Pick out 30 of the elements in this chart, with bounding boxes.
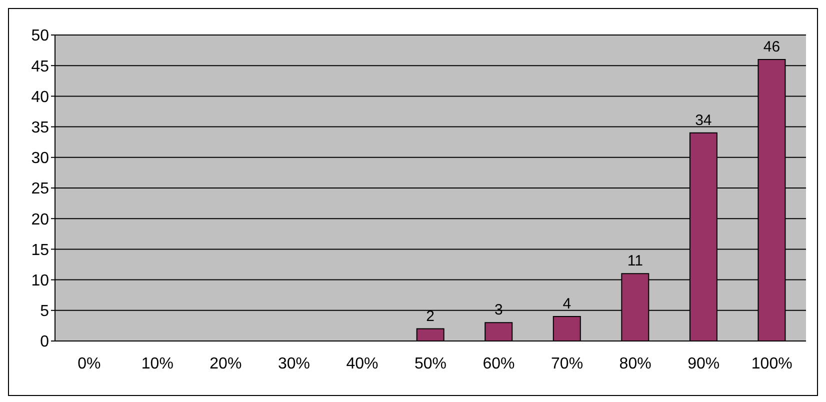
y-tick-label: 25: [31, 180, 50, 198]
data-label: 34: [695, 112, 712, 129]
data-label: 2: [426, 308, 435, 325]
y-tick-label: 5: [40, 303, 50, 320]
x-tick-label: 10%: [141, 355, 174, 372]
y-tick-label: 40: [31, 88, 50, 106]
x-tick-label: 90%: [688, 355, 720, 372]
x-tick-label: 0%: [78, 355, 101, 372]
x-tick-label: 70%: [551, 355, 584, 372]
y-tick-label: 20: [31, 211, 50, 228]
y-tick-label: 50: [31, 28, 50, 45]
x-tick-label: 80%: [619, 355, 652, 372]
y-tick-label: 15: [31, 242, 50, 259]
x-tick-label: 50%: [414, 355, 447, 372]
x-tick-label: 60%: [482, 355, 515, 372]
y-tick-label: 30: [31, 150, 50, 168]
y-tick-label: 10: [31, 272, 50, 290]
y-tick-label: 35: [31, 119, 50, 136]
data-label: 46: [763, 38, 780, 56]
x-tick-label: 100%: [751, 355, 792, 372]
bar: [416, 328, 444, 341]
x-tick-label: 20%: [210, 355, 242, 372]
y-tick-label: 45: [31, 58, 50, 76]
data-label: 4: [562, 296, 572, 313]
x-tick-label: 30%: [278, 355, 310, 372]
y-tick-label: 0: [40, 334, 50, 351]
bar: [484, 322, 513, 341]
x-tick-label: 40%: [346, 355, 378, 372]
bar: [552, 316, 581, 341]
data-label: 11: [627, 252, 643, 270]
